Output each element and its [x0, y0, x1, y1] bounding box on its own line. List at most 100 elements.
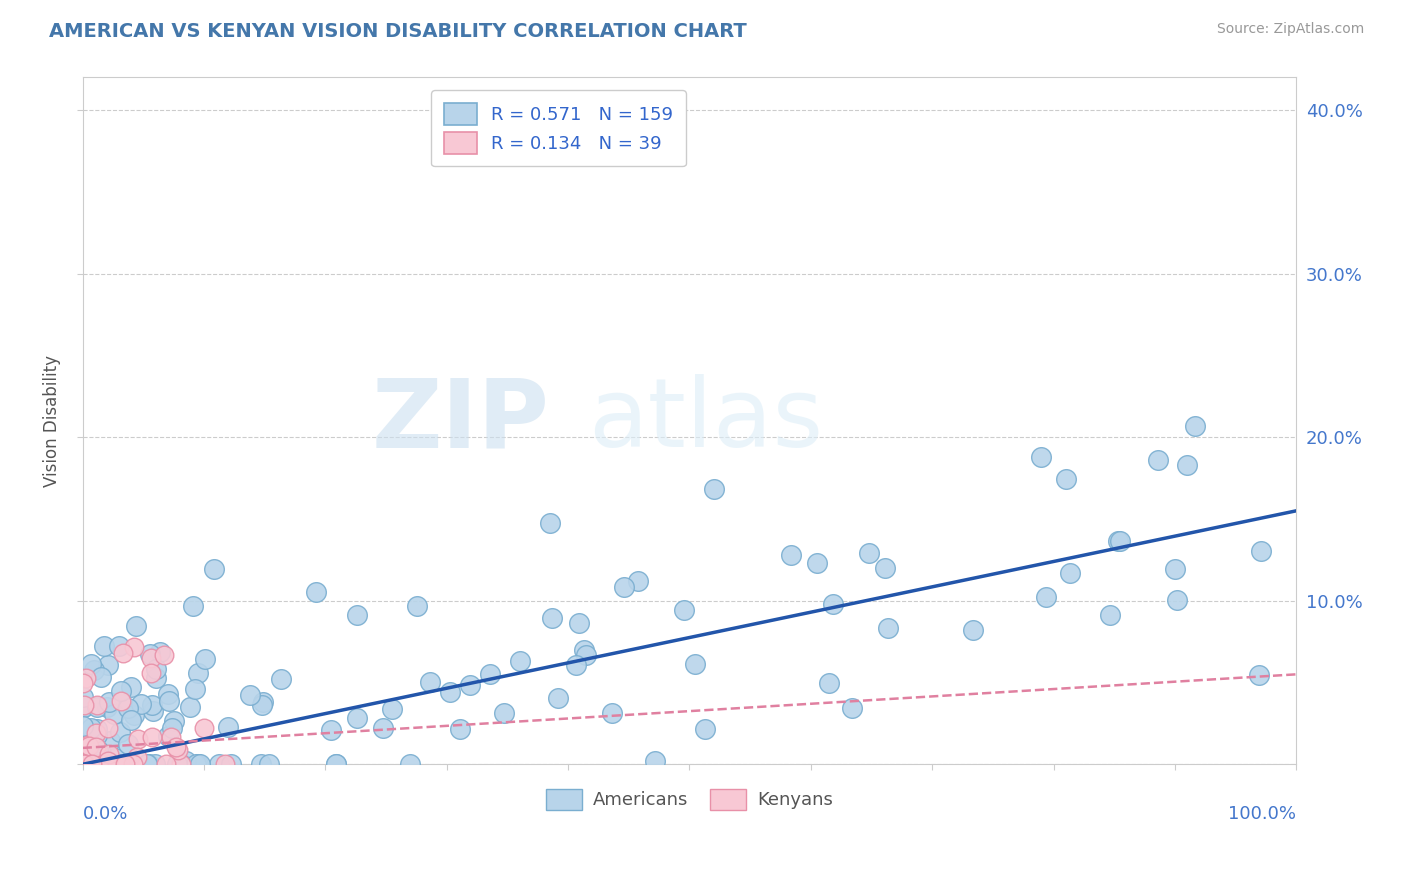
Point — [214, 757, 236, 772]
Point — [83, 757, 105, 772]
Point — [1147, 452, 1170, 467]
Point — [117, 700, 139, 714]
Point — [541, 611, 564, 625]
Point — [139, 666, 162, 681]
Point — [627, 574, 650, 588]
Point — [86, 757, 108, 772]
Point — [97, 658, 120, 673]
Point — [1056, 472, 1078, 486]
Point — [76, 757, 98, 772]
Point — [406, 599, 429, 613]
Point — [86, 757, 108, 772]
Point — [101, 757, 124, 772]
Point — [82, 757, 104, 772]
Point — [145, 671, 167, 685]
Point — [73, 757, 96, 772]
Point — [841, 700, 863, 714]
Point — [346, 607, 368, 622]
Point — [117, 737, 139, 751]
Point — [77, 738, 100, 752]
Point — [72, 757, 94, 772]
Point — [673, 602, 696, 616]
Point — [125, 749, 148, 764]
Point — [250, 757, 273, 772]
Point — [80, 721, 103, 735]
Point — [72, 748, 94, 763]
Point — [108, 639, 131, 653]
Point — [98, 757, 121, 772]
Point — [170, 757, 193, 772]
Point — [108, 724, 131, 739]
Point — [72, 700, 94, 714]
Point — [87, 757, 110, 772]
Point — [136, 757, 159, 772]
Point — [98, 695, 121, 709]
Point — [683, 657, 706, 672]
Point — [184, 757, 207, 772]
Point — [125, 619, 148, 633]
Point — [149, 645, 172, 659]
Point — [381, 702, 404, 716]
Point — [1107, 533, 1129, 548]
Point — [86, 726, 108, 740]
Point — [104, 751, 127, 765]
Point — [103, 757, 125, 772]
Text: Source: ZipAtlas.com: Source: ZipAtlas.com — [1216, 22, 1364, 37]
Text: ZIP: ZIP — [373, 375, 550, 467]
Point — [644, 754, 666, 768]
Point — [131, 698, 153, 712]
Point — [83, 663, 105, 677]
Point — [449, 723, 471, 737]
Point — [86, 722, 108, 736]
Point — [141, 698, 163, 713]
Point — [82, 757, 104, 772]
Point — [399, 757, 422, 772]
Point — [613, 580, 636, 594]
Point — [72, 757, 94, 772]
Point — [122, 708, 145, 723]
Text: 100.0%: 100.0% — [1229, 805, 1296, 823]
Point — [1029, 450, 1052, 465]
Point — [90, 670, 112, 684]
Point — [86, 699, 108, 714]
Point — [143, 757, 166, 772]
Point — [160, 721, 183, 735]
Point — [97, 754, 120, 768]
Point — [127, 731, 149, 746]
Point — [114, 757, 136, 772]
Point — [72, 757, 94, 772]
Point — [1247, 668, 1270, 682]
Point — [77, 739, 100, 753]
Point — [492, 706, 515, 720]
Point — [219, 757, 242, 772]
Point — [98, 733, 121, 747]
Point — [75, 757, 97, 772]
Point — [73, 757, 96, 772]
Point — [82, 750, 104, 764]
Point — [73, 700, 96, 714]
Point — [115, 757, 138, 772]
Point — [565, 658, 588, 673]
Point — [110, 694, 132, 708]
Point — [82, 757, 104, 772]
Point — [174, 754, 197, 768]
Point — [75, 757, 97, 772]
Point — [1166, 593, 1188, 607]
Point — [155, 757, 177, 772]
Y-axis label: Vision Disability: Vision Disability — [44, 355, 60, 487]
Legend: Americans, Kenyans: Americans, Kenyans — [538, 781, 841, 817]
Point — [252, 695, 274, 709]
Point — [72, 757, 94, 772]
Point — [139, 651, 162, 665]
Point — [75, 757, 97, 772]
Point — [84, 757, 107, 772]
Point — [575, 648, 598, 663]
Point — [873, 561, 896, 575]
Point — [96, 757, 118, 772]
Point — [156, 688, 179, 702]
Point — [103, 707, 125, 722]
Point — [1059, 566, 1081, 580]
Point — [818, 676, 841, 690]
Point — [458, 678, 481, 692]
Point — [1098, 607, 1121, 622]
